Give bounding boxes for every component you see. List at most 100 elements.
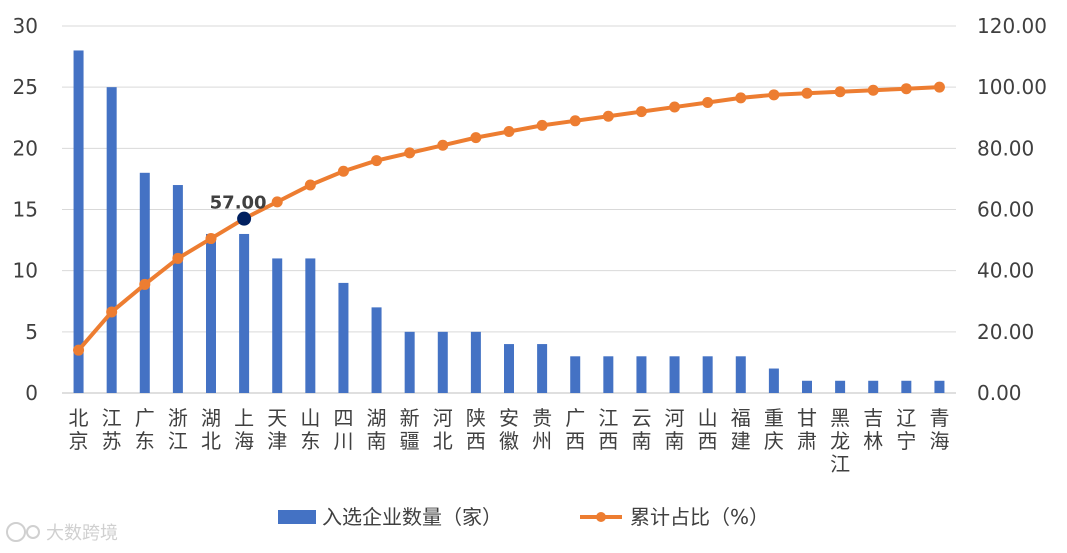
line-point bbox=[867, 84, 879, 96]
bar bbox=[470, 331, 481, 393]
right-axis-tick-label: 40.00 bbox=[977, 259, 1034, 283]
legend-bar-label: 入选企业数量（家） bbox=[322, 505, 502, 529]
category-label: 江苏 bbox=[102, 406, 122, 453]
legend-item-bars: 入选企业数量（家） bbox=[278, 505, 502, 529]
line-point bbox=[139, 278, 151, 290]
bar bbox=[636, 356, 647, 393]
right-axis-tick-label: 120.00 bbox=[977, 14, 1047, 38]
line-point bbox=[437, 139, 449, 151]
line-point bbox=[304, 179, 316, 191]
bar bbox=[669, 356, 680, 393]
legend-line-label: 累计占比（%） bbox=[630, 505, 769, 529]
left-axis-tick-label: 0 bbox=[25, 381, 38, 405]
bar bbox=[735, 356, 746, 393]
category-label: 吉林 bbox=[863, 406, 883, 453]
line-point bbox=[702, 96, 714, 108]
category-label: 浙江 bbox=[168, 406, 188, 453]
bar bbox=[371, 307, 382, 393]
category-label: 湖南 bbox=[367, 406, 387, 453]
bar bbox=[934, 380, 945, 393]
line-point bbox=[569, 115, 581, 127]
line-point bbox=[536, 119, 548, 131]
category-label: 新疆 bbox=[400, 406, 420, 453]
bar bbox=[570, 356, 581, 393]
bar bbox=[338, 282, 349, 393]
left-axis: 0 5 10 15 20 25 30 bbox=[13, 14, 38, 405]
bar bbox=[901, 380, 912, 393]
category-label: 山西 bbox=[698, 406, 718, 453]
category-label: 福建 bbox=[731, 406, 751, 453]
annotation: 57.00 bbox=[210, 193, 267, 214]
watermark-text: 大数跨境 bbox=[46, 523, 118, 544]
category-label: 甘肃 bbox=[797, 406, 817, 453]
line-point bbox=[900, 83, 912, 95]
category-axis: 北京江苏广东浙江湖北上海天津山东四川湖南新疆河北陕西安徽贵州广西江西云南河南山西… bbox=[69, 406, 950, 476]
category-label: 河北 bbox=[433, 406, 453, 453]
category-label: 青海 bbox=[929, 406, 949, 453]
bar bbox=[702, 356, 713, 393]
line-point bbox=[635, 106, 647, 118]
line-point bbox=[602, 110, 614, 122]
bar bbox=[437, 331, 448, 393]
category-label: 河南 bbox=[665, 406, 685, 453]
line-point bbox=[735, 92, 747, 104]
left-axis-tick-label: 5 bbox=[25, 320, 38, 344]
line-point bbox=[470, 132, 482, 144]
legend-line-marker bbox=[596, 512, 606, 522]
line-point bbox=[172, 252, 184, 264]
right-axis-tick-label: 80.00 bbox=[977, 136, 1034, 160]
category-label: 广东 bbox=[135, 406, 155, 453]
left-axis-tick-label: 25 bbox=[13, 75, 38, 99]
left-axis-tick-label: 20 bbox=[13, 136, 38, 160]
line-point bbox=[337, 165, 349, 177]
line-point bbox=[834, 86, 846, 98]
category-label: 四川 bbox=[333, 406, 353, 453]
bar bbox=[802, 380, 812, 393]
line-series bbox=[73, 81, 945, 356]
line-point bbox=[503, 126, 515, 138]
left-axis-tick-label: 15 bbox=[13, 198, 38, 222]
watermark-logo-icon bbox=[6, 522, 26, 542]
bar-series bbox=[73, 50, 945, 394]
category-label: 贵州 bbox=[532, 406, 552, 453]
category-label: 山东 bbox=[300, 406, 320, 453]
bar bbox=[768, 368, 779, 393]
category-label: 上海 bbox=[234, 406, 254, 453]
bar bbox=[504, 344, 514, 393]
line-point bbox=[669, 101, 681, 113]
annotation-label: 57.00 bbox=[210, 193, 267, 214]
category-label: 广西 bbox=[565, 406, 585, 453]
bar bbox=[172, 185, 183, 393]
category-label: 北京 bbox=[69, 406, 89, 453]
left-axis-tick-label: 30 bbox=[13, 14, 38, 38]
category-label: 辽宁 bbox=[896, 406, 916, 453]
bar bbox=[835, 380, 846, 393]
category-label: 天津 bbox=[267, 406, 287, 453]
line-point bbox=[768, 89, 780, 101]
gridlines bbox=[62, 25, 956, 394]
bar bbox=[537, 344, 548, 393]
category-label: 重庆 bbox=[764, 406, 784, 453]
category-label: 江西 bbox=[598, 406, 618, 453]
line-point bbox=[801, 87, 813, 99]
legend-item-line: 累计占比（%） bbox=[580, 505, 769, 529]
line-point bbox=[73, 344, 85, 356]
legend-bar-swatch bbox=[278, 510, 316, 524]
watermark: 大数跨境 bbox=[6, 522, 118, 544]
bar bbox=[73, 50, 84, 393]
right-axis-tick-label: 100.00 bbox=[977, 75, 1047, 99]
category-label: 陕西 bbox=[466, 406, 486, 453]
right-axis-tick-label: 60.00 bbox=[977, 198, 1034, 222]
category-label: 黑龙江 bbox=[830, 406, 850, 476]
bar bbox=[305, 258, 316, 393]
bar bbox=[272, 258, 283, 393]
right-axis-tick-label: 20.00 bbox=[977, 320, 1034, 344]
category-label: 湖北 bbox=[201, 406, 221, 453]
bar bbox=[206, 233, 216, 393]
right-axis: 0.00 20.00 40.00 60.00 80.00 100.00 120.00 bbox=[977, 14, 1047, 405]
category-label: 云南 bbox=[631, 406, 651, 453]
bar bbox=[868, 380, 879, 393]
line-point bbox=[106, 306, 118, 318]
